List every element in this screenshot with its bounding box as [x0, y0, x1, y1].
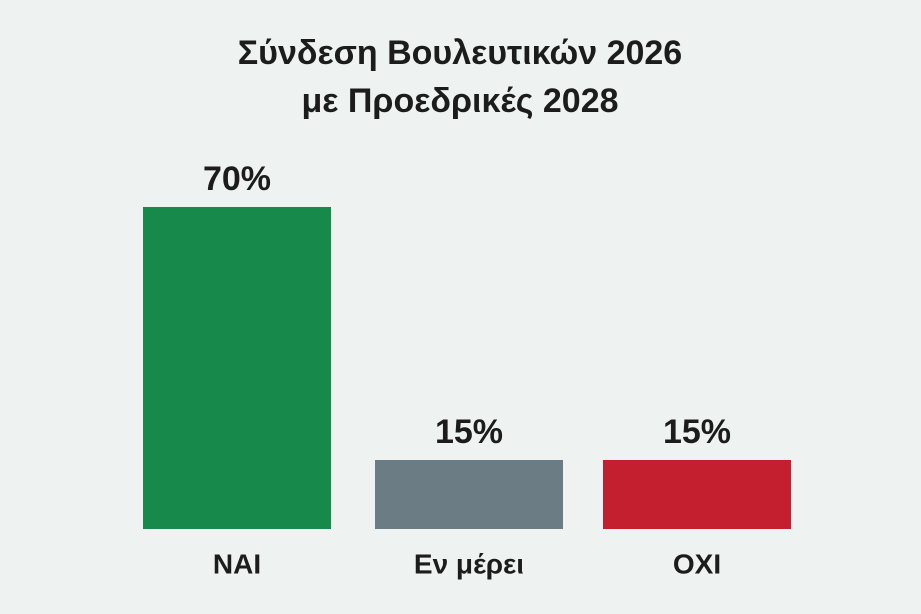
bar [143, 207, 331, 529]
x-tick-label: Εν μέρει [414, 548, 524, 579]
bar [603, 460, 791, 529]
value-label: 15% [435, 413, 503, 451]
value-label: 15% [663, 413, 731, 451]
value-label: 70% [203, 160, 271, 198]
bar [375, 460, 563, 529]
x-tick-label: ΟΧΙ [673, 548, 721, 579]
chart-title: με Προεδρικές 2028 [301, 82, 618, 120]
x-tick-label: ΝΑΙ [213, 548, 261, 579]
chart-title: Σύνδεση Βουλευτικών 2026 [238, 34, 682, 72]
